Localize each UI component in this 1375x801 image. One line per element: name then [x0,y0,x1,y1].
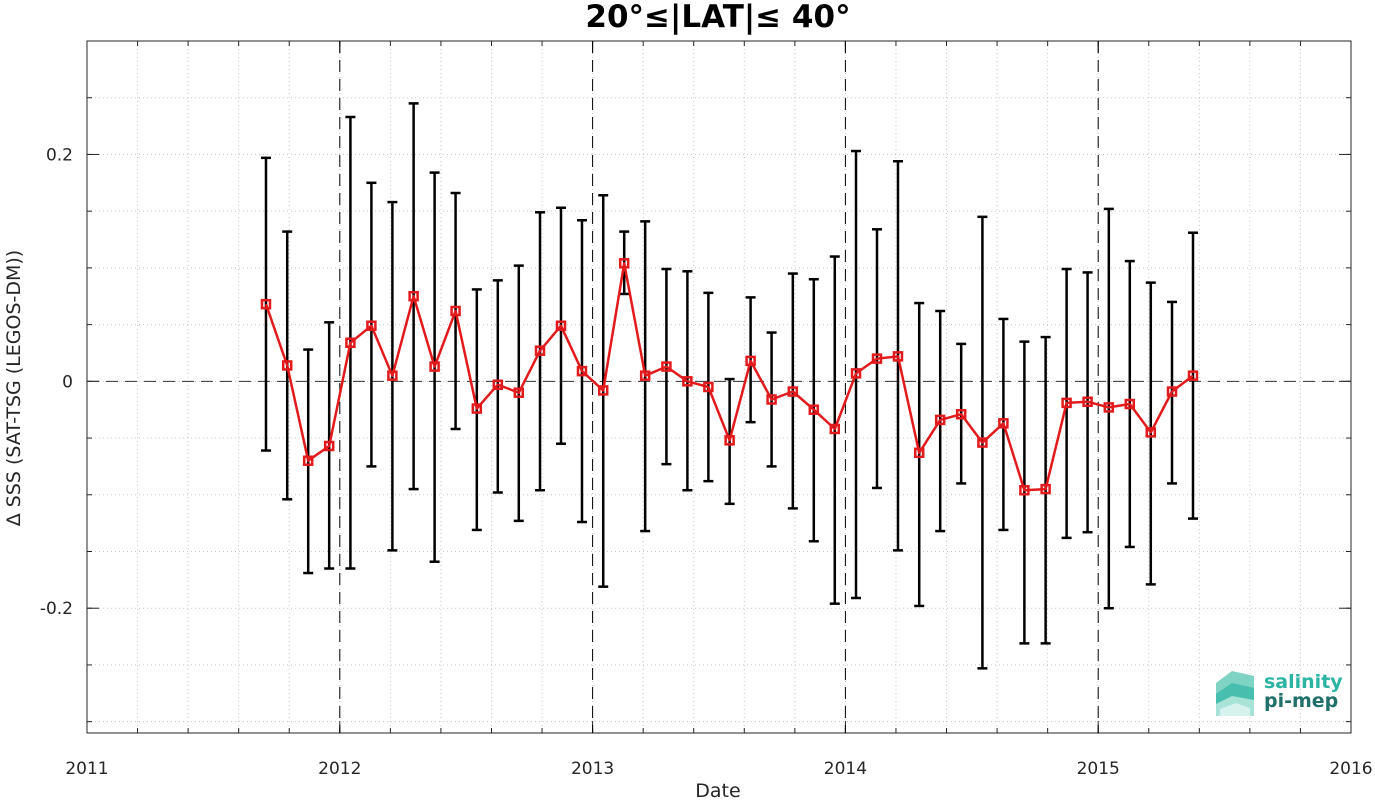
data-point [302,455,314,466]
x-axis-label: Date [695,780,740,801]
data-point [1019,484,1030,496]
data-point [703,381,714,393]
x-tick-label: 2016 [1329,759,1372,779]
series [260,258,1199,496]
data-point [745,355,756,367]
x-tick-label: 2014 [824,759,867,779]
data-point [998,418,1009,429]
data-point [1040,483,1051,495]
data-point [534,345,546,356]
logo-text-salinity: salinity [1264,671,1343,693]
y-tick-label: 0.2 [46,145,73,165]
y-axis-label: Δ SSS (SAT-TSG (LEGOS-DM)) [3,250,25,526]
data-point [618,258,630,269]
data-point [1061,397,1072,409]
data-point [787,386,799,397]
data-point [555,320,567,331]
data-point [766,394,777,405]
data-point [913,447,925,459]
error-bars [260,102,1198,670]
x-tick-label: 2011 [65,759,108,779]
data-point [1124,398,1136,410]
data-point [1103,402,1115,413]
data-point [513,387,525,398]
axes [86,40,1352,734]
data-point [977,437,988,448]
x-tick-label: 2015 [1077,759,1120,779]
data-point [450,305,461,317]
salinity-pi-mep-logo: salinity pi-mep [1216,671,1343,716]
x-tick-label: 2012 [318,759,361,779]
data-point [387,370,398,381]
data-point [408,290,419,302]
data-point [682,376,693,387]
data-point [260,298,272,310]
data-point [576,365,588,377]
data-point [661,361,672,372]
data-point [597,385,609,396]
y-tick-label: -0.2 [40,599,73,619]
y-tick-label: 0 [62,372,73,392]
data-point [345,337,356,349]
data-point [323,440,335,452]
reference-lines [87,41,1351,733]
data-point [429,361,440,372]
data-point [724,435,735,446]
data-point [871,353,883,364]
plot-frame [86,40,1352,734]
wave-logo-icon [1216,671,1254,716]
logo-text-pi-mep: pi-mep [1264,690,1338,712]
data-point [639,370,651,381]
grid [86,41,1352,733]
chart-title: 20°≤|LAT|≤ 40° [585,0,850,35]
data-point [934,414,946,426]
data-point [808,404,820,415]
data-point [1145,427,1157,438]
data-point [366,320,377,331]
data-point [1187,370,1199,381]
data-point [492,379,504,390]
data-point [955,408,967,420]
data-point [1166,386,1178,397]
data-point [471,403,483,414]
data-point [281,360,293,371]
data-point [829,423,841,435]
tick-labels: 2011 2012 2013 2014 2015 2016 -0.2 0 0.2 [40,145,1373,779]
data-point [892,351,904,362]
data-point [850,368,862,379]
series-line [264,262,1194,492]
x-tick-label: 2013 [571,759,614,779]
data-point [1082,396,1093,407]
